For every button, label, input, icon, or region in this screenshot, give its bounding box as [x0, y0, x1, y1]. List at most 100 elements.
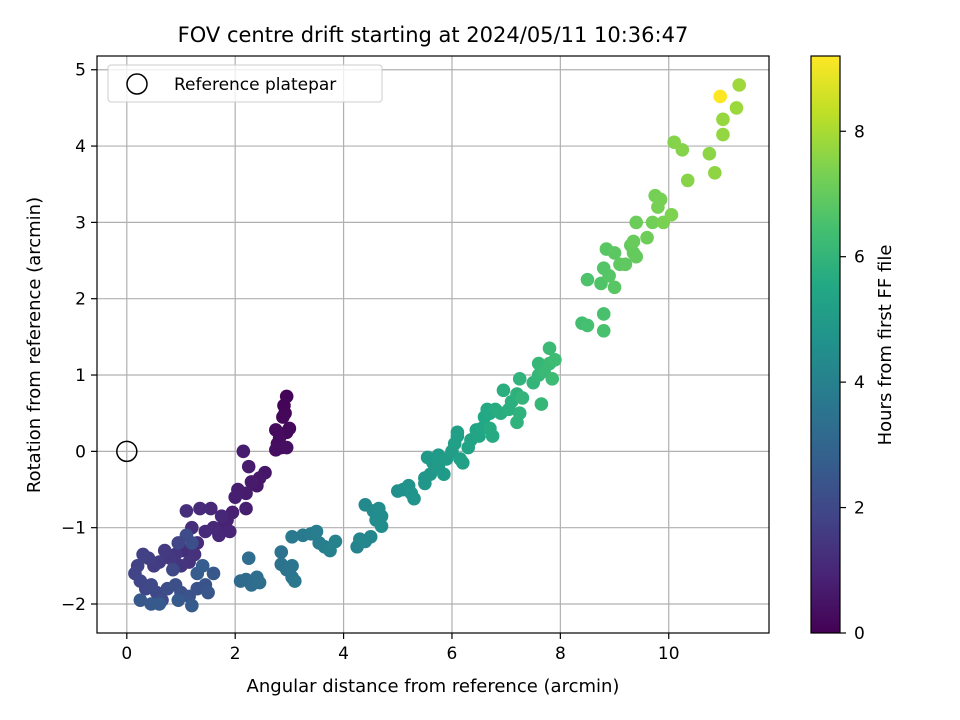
data-point: [152, 597, 167, 611]
data-point: [407, 491, 421, 506]
colorbar-tick-label: 8: [854, 122, 865, 142]
data-point: [198, 524, 213, 539]
data-point: [437, 467, 451, 482]
data-point: [204, 501, 218, 516]
data-point: [548, 352, 562, 367]
data-point: [195, 559, 210, 573]
data-point: [515, 391, 530, 405]
axis-ticks: 0 2 4 6 8 10 −2 −1 0 1 2 3 4 5: [61, 61, 680, 664]
data-point: [241, 551, 256, 566]
y-tick-label: 3: [75, 213, 86, 233]
colorbar-tick-label: 6: [854, 248, 865, 268]
legend-entry: Reference platepar: [174, 75, 336, 95]
data-point: [228, 490, 242, 504]
data-point: [664, 207, 679, 222]
colorbar-tick-label: 0: [854, 624, 865, 644]
data-point: [708, 165, 722, 180]
colorbar-tick-label: 4: [854, 373, 865, 393]
data-point: [680, 173, 695, 188]
data-point: [241, 459, 256, 474]
data-point: [485, 429, 500, 443]
data-point: [157, 543, 172, 558]
data-point: [214, 509, 229, 524]
y-tick-label: 1: [75, 366, 86, 386]
data-point: [252, 575, 267, 590]
data-point: [640, 230, 654, 245]
data-point: [222, 524, 237, 539]
reference-point: [116, 440, 138, 463]
x-tick-label: 6: [447, 644, 458, 664]
y-tick-label: 0: [75, 442, 86, 462]
data-point: [456, 456, 470, 470]
data-point: [596, 307, 611, 321]
x-tick-label: 10: [658, 644, 680, 664]
y-tick-label: 4: [75, 137, 86, 157]
y-tick-label: 5: [75, 61, 86, 81]
data-point: [328, 534, 343, 549]
data-point: [702, 146, 717, 161]
data-point: [542, 341, 557, 356]
x-tick-label: 2: [230, 644, 241, 664]
plot-frame: [96, 55, 770, 634]
chart-title: FOV centre drift starting at 2024/05/11 …: [178, 23, 689, 47]
data-point: [171, 536, 186, 550]
data-point: [716, 112, 730, 127]
data-point: [279, 440, 294, 455]
data-point: [233, 574, 248, 588]
x-tick-label: 4: [338, 644, 349, 664]
colorbar-gradient: [810, 55, 841, 634]
data-point: [629, 249, 644, 264]
legend: Reference platepar: [107, 64, 383, 103]
data-point: [580, 272, 595, 287]
data-point: [450, 425, 465, 440]
data-point: [645, 215, 660, 230]
colorbar: 0 2 4 6 8 Hours from first FF file: [810, 55, 896, 644]
x-axis-label: Angular distance from reference (arcmin): [247, 676, 620, 697]
grid: [97, 56, 769, 633]
data-point: [607, 280, 622, 295]
y-tick-label: −1: [61, 519, 86, 539]
data-point: [496, 383, 511, 398]
colorbar-label: Hours from first FF file: [875, 245, 896, 446]
data-point: [239, 501, 253, 516]
data-point: [545, 372, 560, 386]
data-point: [274, 545, 289, 559]
data-point: [244, 475, 259, 489]
data-point: [288, 574, 302, 588]
data-point: [285, 559, 299, 573]
colorbar-ticks: 0 2 4 6 8: [840, 122, 865, 644]
data-point: [732, 78, 746, 92]
data-point: [651, 200, 665, 214]
data-point: [179, 504, 194, 518]
data-point: [185, 598, 199, 613]
data-point: [193, 501, 207, 516]
data-point: [309, 524, 324, 539]
scatter-points: [116, 78, 746, 613]
data-point: [602, 269, 616, 283]
y-tick-label: −2: [61, 595, 86, 615]
data-point: [420, 450, 435, 465]
data-point: [618, 257, 633, 272]
data-point: [534, 397, 549, 411]
y-tick-label: 2: [75, 290, 86, 310]
data-point: [675, 143, 690, 157]
data-point: [171, 593, 186, 607]
data-point: [713, 89, 728, 104]
data-point: [285, 530, 299, 544]
data-point: [201, 585, 215, 600]
data-point: [166, 562, 180, 577]
colorbar-tick-label: 2: [854, 499, 865, 519]
y-axis-label: Rotation from reference (arcmin): [24, 197, 45, 493]
data-point: [596, 323, 611, 338]
data-point: [136, 547, 150, 562]
data-point: [580, 318, 595, 333]
data-point: [363, 530, 378, 544]
data-point: [374, 519, 389, 533]
x-tick-label: 0: [121, 644, 132, 664]
data-point: [716, 127, 730, 142]
data-point: [607, 246, 622, 260]
data-point: [133, 593, 148, 607]
legend-marker: [126, 73, 148, 95]
data-point: [206, 566, 221, 581]
